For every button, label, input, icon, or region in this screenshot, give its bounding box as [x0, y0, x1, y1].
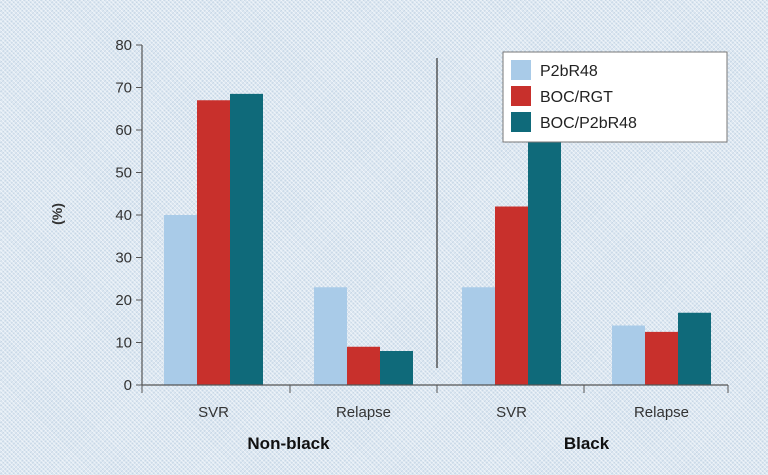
legend-entry: BOC/RGT — [540, 89, 613, 106]
bar-non-black-svr-p2br48 — [164, 215, 197, 385]
y-tick-label: 20 — [115, 292, 132, 309]
bar-black-relapse-boc-rgt — [645, 331, 678, 385]
bar-black-svr-boc-rgt — [495, 206, 528, 385]
y-tick-label: 70 — [115, 80, 132, 97]
bar-black-relapse-boc-p2br48 — [678, 312, 711, 385]
y-tick-label: 60 — [115, 122, 132, 139]
y-tick-label: 40 — [115, 207, 132, 224]
bars — [164, 93, 711, 385]
bar-black-svr-p2br48 — [462, 287, 495, 385]
bar-non-black-svr-boc-p2br48 — [230, 93, 263, 385]
y-axis-label: (%) — [49, 203, 65, 225]
group-label: Non-black — [247, 434, 330, 453]
bar-non-black-relapse-p2br48 — [314, 287, 347, 385]
x-category-label: Relapse — [336, 404, 391, 421]
axes — [141, 45, 729, 393]
bar-black-svr-boc-p2br48 — [528, 115, 561, 385]
legend-swatch — [511, 112, 531, 132]
y-axis-ticks: 0 10 20 30 40 50 60 70 80 — [115, 37, 142, 394]
y-tick-label: 0 — [124, 377, 132, 394]
x-axis-labels: SVR Relapse Non-black SVR Relapse Black — [198, 404, 689, 453]
bar-non-black-relapse-boc-p2br48 — [380, 351, 413, 385]
legend-box — [502, 51, 728, 143]
x-category-label: SVR — [496, 404, 527, 421]
y-tick-label: 10 — [115, 335, 132, 352]
legend-entry: BOC/P2bR48 — [540, 115, 637, 132]
legend-swatch — [511, 86, 531, 106]
x-category-label: Relapse — [634, 404, 689, 421]
legend-swatch — [511, 60, 531, 80]
y-tick-label: 50 — [115, 165, 132, 182]
legend-entry: P2bR48 — [540, 63, 598, 80]
group-label: Black — [564, 434, 610, 453]
y-tick-label: 80 — [115, 37, 132, 54]
y-tick-label: 30 — [115, 250, 132, 267]
bar-black-relapse-p2br48 — [612, 325, 645, 385]
legend: P2bR48 BOC/RGT BOC/P2bR48 — [502, 51, 728, 143]
bar-non-black-svr-boc-rgt — [197, 100, 230, 385]
x-category-label: SVR — [198, 404, 229, 421]
bar-non-black-relapse-boc-rgt — [347, 346, 380, 385]
